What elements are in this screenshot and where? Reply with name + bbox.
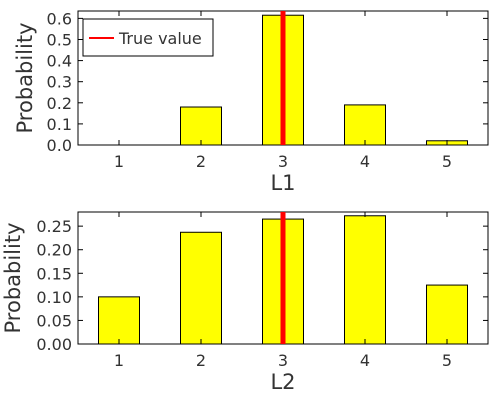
y-axis-label: Probability [1,222,25,333]
y-tick-label: 0.25 [36,217,72,236]
y-axis-label: Probability [13,22,37,133]
y-tick-label: 0.5 [47,30,72,49]
y-tick-label: 0.15 [36,264,72,283]
chart-panel-l1: 0.0 0.1 0.2 0.3 0.4 0.5 0.6 1 2 3 4 5 L1 Probability T… [13,9,489,195]
y-tick-label: 0.20 [36,241,72,260]
bar-5 [426,284,468,345]
bar-4 [344,215,386,345]
x-tick-label: 1 [114,351,124,370]
x-tick-label: 3 [278,351,288,370]
y-tick-label: 0.10 [36,288,72,307]
y-tick-label: 0.05 [36,311,72,330]
x-tick-label: 2 [196,152,206,171]
bar-4 [344,104,386,146]
y-tick-label: 0.2 [47,94,72,113]
x-tick-label: 3 [278,152,288,171]
y-tick-label: 0.00 [36,335,72,354]
x-tick-label: 2 [196,351,206,370]
chart-panel-l2: 0.00 0.05 0.10 0.15 0.20 0.25 1 2 3 4 5 L2 Probabili… [1,211,489,394]
y-tick-label: 0.0 [47,136,72,155]
x-axis-label: L1 [270,171,295,195]
y-tick-label: 0.6 [47,9,72,28]
x-tick-label: 5 [442,152,452,171]
legend-label: True value [118,29,202,48]
y-tick-label: 0.3 [47,73,72,92]
bar-2 [180,231,222,345]
bar-2 [180,106,222,146]
x-axis-label: L2 [270,370,295,394]
bar-1 [98,296,140,345]
y-tick-label: 0.1 [47,115,72,134]
y-tick-label: 0.4 [47,52,72,71]
x-tick-label: 5 [442,351,452,370]
legend: True value [82,18,214,57]
x-tick-label: 1 [114,152,124,171]
x-tick-label: 4 [360,152,370,171]
x-tick-label: 4 [360,351,370,370]
